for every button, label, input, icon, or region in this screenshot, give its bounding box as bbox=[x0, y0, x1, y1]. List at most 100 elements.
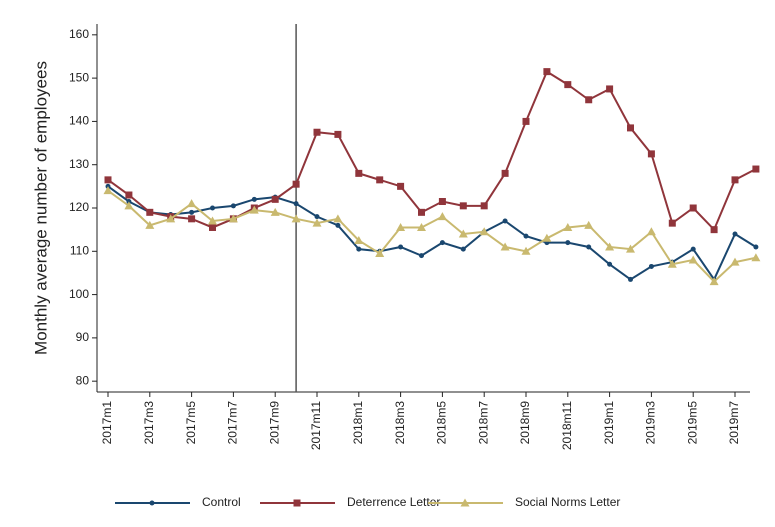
point bbox=[230, 203, 236, 209]
point bbox=[606, 85, 614, 93]
point bbox=[585, 96, 593, 104]
point bbox=[398, 244, 404, 250]
point bbox=[501, 169, 509, 177]
point bbox=[688, 255, 698, 264]
point bbox=[458, 229, 468, 238]
x-tick-label: 2017m3 bbox=[142, 401, 156, 445]
point bbox=[104, 176, 112, 184]
point bbox=[209, 223, 216, 231]
point bbox=[166, 214, 176, 223]
x-tick-label: 2019m1 bbox=[602, 401, 616, 445]
point bbox=[313, 128, 321, 136]
point bbox=[397, 182, 405, 190]
point bbox=[125, 191, 133, 199]
x-tick-label: 2017m5 bbox=[184, 401, 198, 445]
point bbox=[124, 201, 134, 210]
point bbox=[502, 218, 508, 224]
point bbox=[460, 246, 466, 252]
point bbox=[439, 240, 445, 246]
point bbox=[210, 205, 215, 211]
point bbox=[667, 259, 677, 268]
point bbox=[753, 244, 759, 250]
point bbox=[646, 227, 656, 236]
y-tick-label: 80 bbox=[76, 373, 90, 387]
point bbox=[417, 222, 426, 231]
point bbox=[564, 81, 572, 89]
x-tick-label: 2019m5 bbox=[685, 401, 699, 445]
y-axis-title: Monthly average number of employees bbox=[31, 61, 50, 355]
x-tick-label: 2018m7 bbox=[476, 401, 490, 445]
point bbox=[752, 165, 760, 173]
point bbox=[648, 263, 654, 269]
point bbox=[376, 176, 384, 184]
x-tick-label: 2017m9 bbox=[267, 401, 281, 445]
point bbox=[333, 214, 343, 223]
legend-label: Social Norms Letter bbox=[515, 495, 620, 509]
x-tick-label: 2017m1 bbox=[100, 401, 114, 445]
point bbox=[523, 233, 529, 239]
point bbox=[270, 207, 280, 216]
point bbox=[145, 220, 155, 229]
x-tick-label: 2018m11 bbox=[560, 401, 574, 450]
point bbox=[208, 216, 217, 225]
y-tick-label: 120 bbox=[69, 200, 89, 214]
x-tick-label: 2018m5 bbox=[435, 401, 449, 445]
point bbox=[500, 242, 510, 251]
point bbox=[479, 227, 489, 236]
y-tick-label: 110 bbox=[70, 243, 89, 257]
x-tick-label: 2018m9 bbox=[518, 401, 532, 445]
series-line bbox=[107, 185, 757, 282]
y-tick-label: 90 bbox=[76, 330, 90, 344]
y-tick-label: 160 bbox=[69, 27, 89, 41]
point bbox=[437, 212, 447, 221]
point bbox=[438, 198, 446, 206]
point bbox=[627, 124, 634, 132]
point bbox=[249, 205, 259, 214]
point bbox=[563, 222, 573, 231]
point bbox=[356, 246, 362, 252]
point bbox=[751, 253, 761, 262]
x-tick-label: 2017m7 bbox=[226, 401, 240, 445]
x-tick-label: 2017m11 bbox=[309, 401, 323, 450]
legend-label: Control bbox=[202, 495, 241, 509]
point bbox=[419, 253, 424, 259]
point bbox=[668, 219, 676, 227]
point bbox=[355, 169, 363, 177]
point bbox=[586, 244, 592, 250]
legend-marker bbox=[293, 499, 301, 507]
point bbox=[732, 231, 738, 237]
legend-marker bbox=[149, 500, 155, 506]
point bbox=[690, 246, 696, 252]
point bbox=[187, 199, 197, 208]
point bbox=[291, 214, 301, 223]
point bbox=[375, 248, 385, 257]
point bbox=[251, 196, 257, 202]
point bbox=[709, 277, 719, 286]
point bbox=[605, 242, 615, 251]
point bbox=[228, 214, 238, 223]
point bbox=[314, 214, 320, 220]
point bbox=[292, 180, 300, 188]
point bbox=[543, 68, 551, 76]
x-tick-label: 2019m7 bbox=[727, 401, 741, 445]
point bbox=[271, 195, 279, 203]
point bbox=[335, 222, 341, 228]
point bbox=[689, 204, 697, 212]
point bbox=[565, 240, 571, 246]
point bbox=[188, 215, 196, 223]
point bbox=[146, 208, 154, 216]
point bbox=[312, 218, 322, 227]
y-tick-label: 150 bbox=[69, 70, 89, 84]
point bbox=[354, 235, 364, 244]
point bbox=[189, 209, 195, 215]
y-tick-label: 130 bbox=[69, 157, 89, 171]
point bbox=[396, 222, 406, 231]
point bbox=[542, 233, 552, 242]
point bbox=[480, 202, 488, 210]
point bbox=[647, 150, 655, 158]
x-tick-label: 2018m1 bbox=[351, 401, 365, 445]
point bbox=[730, 257, 740, 266]
x-tick-label: 2018m3 bbox=[393, 401, 407, 445]
point bbox=[628, 276, 633, 282]
